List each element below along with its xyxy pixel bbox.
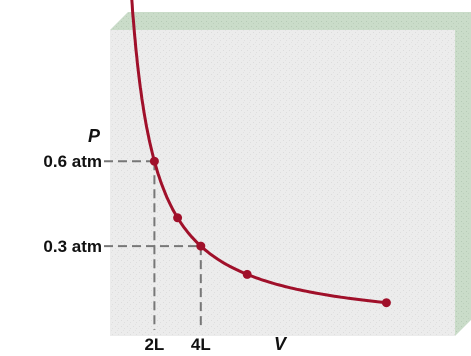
data-point (173, 213, 183, 223)
guide-lines (104, 160, 202, 330)
panel-top (110, 12, 471, 30)
data-point (381, 298, 391, 308)
y-tick-label: 0.6 atm (43, 152, 102, 171)
y-tick-label: 0.3 atm (43, 237, 102, 256)
data-point (149, 156, 159, 166)
data-points (149, 156, 391, 308)
x-axis-label: V (274, 334, 288, 354)
x-tick-labels: 2L 4L (144, 335, 210, 354)
y-axis-label: P (88, 126, 101, 146)
x-tick-label: 4L (191, 335, 211, 354)
data-point (242, 269, 252, 279)
panel-side (455, 14, 471, 336)
x-tick-label: 2L (144, 335, 164, 354)
y-tick-labels: 0.6 atm 0.3 atm (43, 152, 102, 256)
data-point (196, 241, 206, 251)
series-curve (130, 0, 387, 305)
